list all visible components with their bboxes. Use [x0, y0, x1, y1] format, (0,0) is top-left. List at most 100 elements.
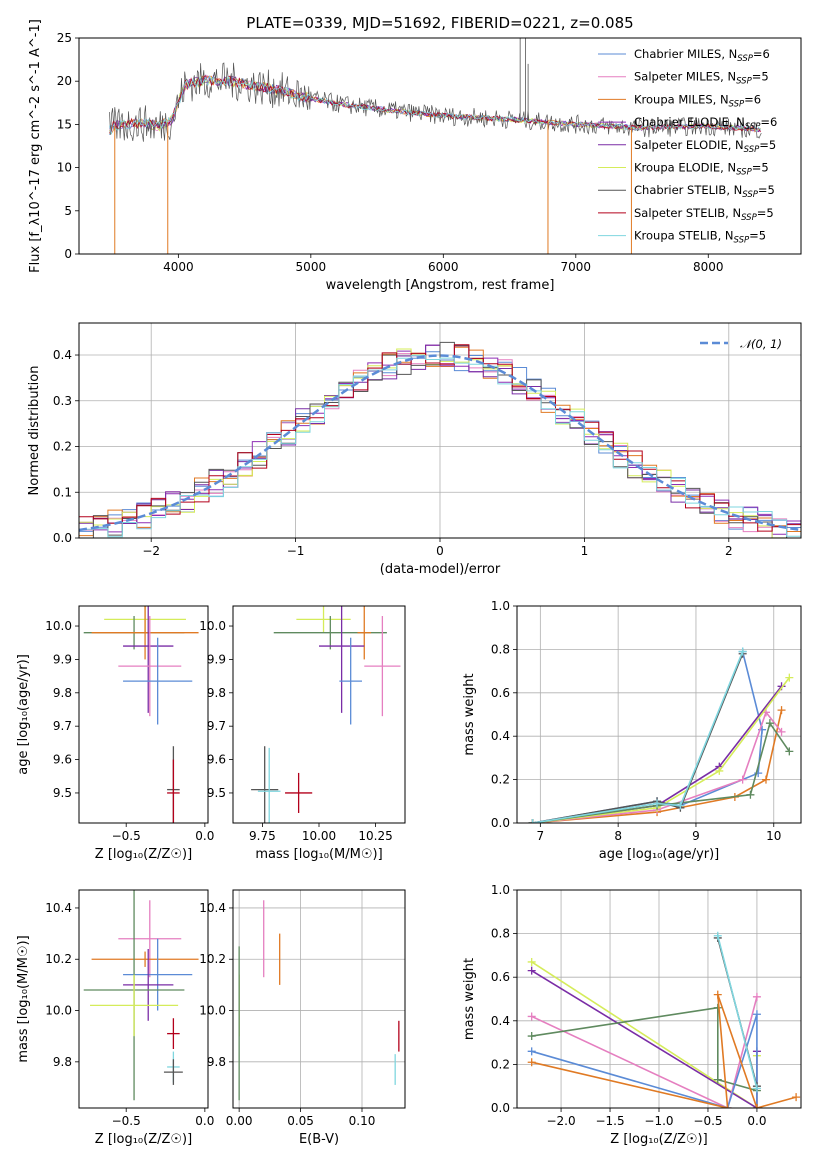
weight-marker	[785, 673, 794, 682]
y-tick-label: 0	[64, 247, 72, 261]
weight-marker	[713, 1003, 722, 1012]
legend-subscript: SSP	[734, 236, 750, 246]
y-tick-label: 10.2	[199, 952, 226, 966]
weight-marker	[738, 775, 747, 784]
legend-text: Salpeter MILES, N	[634, 70, 736, 84]
weight-marker	[777, 727, 786, 736]
y-axis-label: mass weight	[462, 673, 477, 755]
x-tick-label: 0	[436, 544, 444, 558]
weight-line	[531, 970, 758, 1108]
weight-line	[531, 1014, 758, 1108]
x-axis-label: age [log₁₀(age/yr)]	[599, 847, 720, 862]
y-tick-label: 0.8	[491, 642, 510, 656]
legend-subscript: SSP	[741, 213, 757, 223]
y-tick-label: 10.0	[45, 1004, 72, 1018]
y-tick-label: 9.8	[207, 1055, 226, 1069]
y-tick-label: 9.9	[207, 652, 226, 666]
weight-marker	[738, 647, 747, 656]
y-axis-label: mass weight	[462, 958, 477, 1040]
x-axis-label: wavelength [Angstrom, rest frame]	[326, 278, 555, 293]
weight-marker	[527, 957, 536, 966]
legend-text: Kroupa STELIB, N	[634, 229, 734, 243]
y-tick-label: 9.6	[53, 753, 72, 767]
x-tick-label: −1	[287, 544, 305, 558]
y-tick-label: 0.0	[53, 531, 72, 545]
axes-frame	[78, 605, 209, 824]
weight-marker	[785, 747, 794, 756]
x-tick-label: 10.25	[358, 829, 392, 843]
legend-suffix: =5	[758, 183, 775, 197]
x-axis-label: Z [log₁₀(Z/Z☉)]	[95, 847, 192, 862]
legend-label: Chabrier STELIB, NSSP=5	[634, 183, 775, 200]
weight-marker	[752, 992, 761, 1001]
x-tick-label: 8	[614, 829, 622, 843]
weight-line	[532, 651, 744, 823]
y-tick-label: 0.2	[53, 440, 72, 454]
x-tick-label: 9	[692, 829, 700, 843]
weight-marker	[527, 1032, 536, 1041]
weight-line	[717, 935, 758, 1089]
axes-frame	[78, 889, 209, 1109]
weight-marker	[752, 1084, 761, 1093]
weight-marker	[527, 1047, 536, 1056]
legend-label: Salpeter MILES, NSSP=5	[634, 70, 769, 87]
errorbar-points	[83, 606, 199, 823]
y-tick-label: 1.0	[491, 883, 510, 897]
legend-suffix: =6	[744, 92, 761, 106]
y-tick-label: 10.4	[199, 901, 226, 915]
weight-marker	[792, 1093, 801, 1102]
x-tick-label: −1.5	[595, 1114, 624, 1128]
y-tick-label: 9.6	[207, 753, 226, 767]
y-tick-label: 5	[64, 204, 72, 218]
y-tick-label: 9.9	[53, 652, 72, 666]
axes-frame	[232, 605, 406, 824]
legend-label: Chabrier MILES, NSSP=6	[634, 47, 770, 64]
weight-line	[531, 996, 758, 1108]
x-tick-label: 0.10	[349, 1114, 376, 1128]
legend-suffix: =5	[759, 138, 776, 152]
y-tick-label: 9.5	[207, 786, 226, 800]
x-tick-label: 0.00	[226, 1114, 253, 1128]
y-tick-label: 0.0	[491, 816, 510, 830]
x-tick-label: 0.0	[195, 829, 214, 843]
legend-subscript: SSP	[744, 145, 760, 155]
legend-subscript: SSP	[745, 122, 761, 132]
legend-suffix: =6	[760, 115, 777, 129]
x-tick-label: −0.5	[112, 1114, 141, 1128]
axes-frame	[78, 37, 802, 255]
x-tick-label: 6000	[428, 260, 459, 274]
legend-suffix: =5	[757, 206, 774, 220]
y-tick-label: 0.2	[491, 773, 510, 787]
histogram-steps	[79, 341, 801, 538]
legend-label: Salpeter ELODIE, NSSP=5	[634, 138, 776, 155]
weight-marker	[527, 1012, 536, 1021]
x-tick-label: 10.00	[302, 829, 336, 843]
x-tick-label: 1	[581, 544, 589, 558]
y-axis-label: Flux [f_λ10^-17 erg cm^-2 s^-1 A^-1]	[28, 19, 43, 273]
x-tick-label: 0.0	[195, 1114, 214, 1128]
y-tick-label: 0.0	[491, 1101, 510, 1115]
y-tick-label: 10.0	[45, 619, 72, 633]
legend-text: Kroupa ELODIE, N	[634, 161, 736, 175]
x-axis-label: Z [log₁₀(Z/Z☉)]	[610, 1132, 707, 1147]
legend-text: Chabrier MILES, N	[634, 47, 737, 61]
legend-subscript: SSP	[736, 168, 752, 178]
x-tick-label: 7000	[561, 260, 592, 274]
legend-text: Salpeter STELIB, N	[634, 206, 741, 220]
y-tick-label: 9.5	[53, 786, 72, 800]
weight-line	[531, 961, 758, 1108]
y-tick-label: 0.1	[53, 485, 72, 499]
errorbar-points	[83, 890, 199, 1101]
y-tick-label: 20	[57, 74, 72, 88]
x-tick-label: −2.0	[546, 1114, 575, 1128]
legend-label: Kroupa ELODIE, NSSP=5	[634, 161, 769, 178]
y-axis-label: mass [log₁₀(M/M☉)]	[16, 935, 31, 1062]
legend-label: Salpeter STELIB, NSSP=5	[634, 206, 774, 223]
legend-suffix: =6	[753, 47, 770, 61]
spectrum-line	[109, 62, 762, 142]
x-tick-label: −0.5	[112, 829, 141, 843]
weight-marker	[713, 990, 722, 999]
legend-label: Kroupa STELIB, NSSP=5	[634, 229, 766, 246]
weight-marker	[777, 706, 786, 715]
